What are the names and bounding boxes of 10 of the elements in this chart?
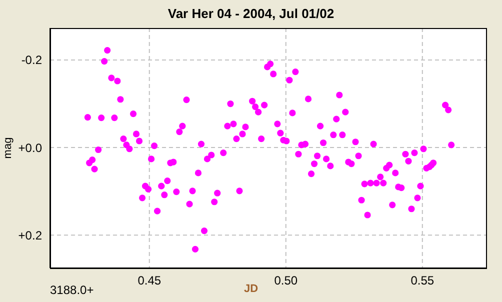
y-tick-label: -0.2 bbox=[21, 53, 42, 68]
y-axis-title: mag bbox=[2, 137, 14, 159]
text: 3188.0+ bbox=[50, 283, 94, 297]
chart-title: Var Her 04 - 2004, Jul 01/02 bbox=[166, 6, 336, 21]
y-tick-label: +0.2 bbox=[18, 228, 42, 242]
x-axis-title: JD bbox=[244, 283, 258, 295]
x-tick-label: 0.50 bbox=[274, 274, 298, 288]
x-tick-label: 0.55 bbox=[410, 274, 434, 288]
x-tick-label: 0.45 bbox=[138, 274, 162, 288]
y-tick-label: +0.0 bbox=[18, 140, 42, 155]
